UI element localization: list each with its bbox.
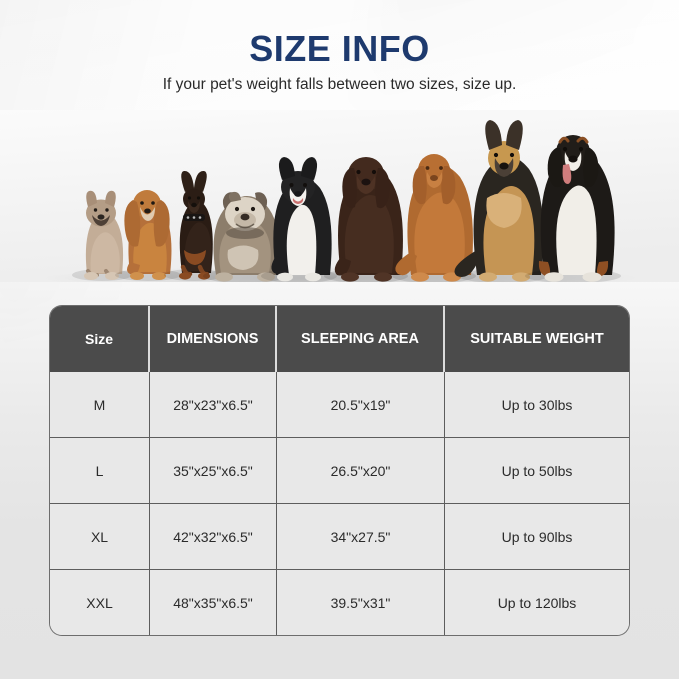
cell-size: M [50, 372, 150, 437]
size-chart: Size DIMENSIONS SLEEPING AREA SUITABLE W… [50, 306, 629, 635]
dog-english-bulldog [203, 191, 287, 282]
cell-dimensions: 42"x32"x6.5" [150, 503, 277, 569]
cell-suitable-weight: Up to 30lbs [445, 372, 629, 437]
dogs-photo [0, 110, 679, 282]
page-title: SIZE INFO [249, 28, 430, 69]
cell-suitable-weight: Up to 90lbs [445, 503, 629, 569]
cell-size: XL [50, 503, 150, 569]
table-row: XL 42"x32"x6.5" 34"x27.5" Up to 90lbs [50, 503, 629, 569]
column-header-suitable-weight: SUITABLE WEIGHT [445, 306, 629, 372]
table-row: XXL 48"x35"x6.5" 39.5"x31" Up to 120lbs [50, 569, 629, 635]
dog-miniature-pinscher [164, 170, 224, 281]
cell-size: XXL [50, 569, 150, 635]
dog-french-bulldog [72, 190, 132, 281]
column-header-size: Size [50, 306, 150, 372]
table-body: M 28"x23"x6.5" 20.5"x19" Up to 30lbs L 3… [50, 372, 629, 635]
cell-size: L [50, 437, 150, 503]
cell-sleeping-area: 26.5"x20" [277, 437, 445, 503]
cell-suitable-weight: Up to 50lbs [445, 437, 629, 503]
cell-dimensions: 35"x25"x6.5" [150, 437, 277, 503]
table-row: M 28"x23"x6.5" 20.5"x19" Up to 30lbs [50, 372, 629, 437]
dog-chocolate-labrador [324, 157, 408, 282]
cell-sleeping-area: 39.5"x31" [277, 569, 445, 635]
dogs-illustration [0, 110, 679, 282]
cell-dimensions: 28"x23"x6.5" [150, 372, 277, 437]
cell-sleeping-area: 34"x27.5" [277, 503, 445, 569]
dog-bernese-mountain-dog [525, 135, 621, 282]
dog-german-shepherd [454, 120, 548, 282]
column-header-dimensions: DIMENSIONS [150, 306, 277, 372]
dog-cavalier-spaniel [115, 190, 181, 281]
table-row: L 35"x25"x6.5" 26.5"x20" Up to 50lbs [50, 437, 629, 503]
cell-suitable-weight: Up to 120lbs [445, 569, 629, 635]
dog-border-collie [261, 157, 337, 282]
dog-vizsla [392, 154, 476, 282]
table-header: Size DIMENSIONS SLEEPING AREA SUITABLE W… [50, 306, 629, 372]
cell-sleeping-area: 20.5"x19" [277, 372, 445, 437]
cell-dimensions: 48"x35"x6.5" [150, 569, 277, 635]
page-subtitle: If your pet's weight falls between two s… [162, 76, 517, 93]
table-header-row: Size DIMENSIONS SLEEPING AREA SUITABLE W… [50, 306, 629, 372]
column-header-sleeping-area: SLEEPING AREA [277, 306, 445, 372]
size-table: Size DIMENSIONS SLEEPING AREA SUITABLE W… [50, 306, 629, 635]
